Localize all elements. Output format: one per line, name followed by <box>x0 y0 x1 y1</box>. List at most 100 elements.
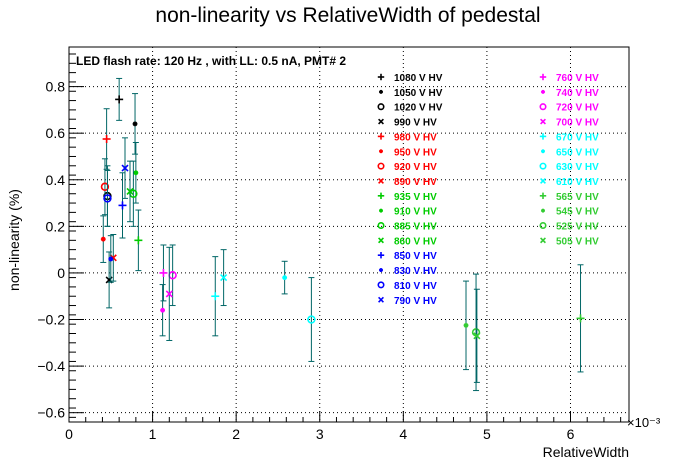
y-tick-label: 0.4 <box>46 172 66 188</box>
data-marker <box>134 236 143 245</box>
legend-label: 980 V HV <box>394 132 437 143</box>
legend-marker <box>378 118 384 125</box>
data-point <box>159 244 168 302</box>
legend-entry: 720 V HV <box>539 103 599 114</box>
legend-label: 545 V HV <box>556 207 599 218</box>
y-tick-label: −0.2 <box>37 312 65 328</box>
legend-entry: 935 V HV <box>377 192 437 203</box>
data-point <box>211 256 220 337</box>
data-point <box>118 172 127 239</box>
x-tick-label: 0 <box>65 426 73 442</box>
legend-label: 760 V HV <box>556 73 599 84</box>
data-point <box>165 246 173 341</box>
data-point <box>132 93 139 155</box>
legend-entry: 545 V HV <box>541 207 599 218</box>
legend-entry: 790 V HV <box>378 296 437 307</box>
x-tick-label: 6 <box>567 426 575 442</box>
data-marker <box>211 292 220 301</box>
data-marker <box>115 95 124 104</box>
data-point <box>307 277 316 362</box>
legend-entry: 890 V HV <box>378 177 437 188</box>
legend-label: 830 V HV <box>394 266 437 277</box>
data-points <box>100 77 585 392</box>
legend-marker <box>539 133 547 140</box>
data-marker <box>473 332 481 340</box>
legend-entry: 990 V HV <box>378 118 437 129</box>
data-marker <box>132 121 138 127</box>
legend-entry: 950 V HV <box>379 147 437 158</box>
legend-marker <box>378 237 384 244</box>
legend-marker <box>379 89 383 94</box>
x-tick-label: 2 <box>232 426 240 442</box>
x-axis-label: RelativeWidth <box>543 444 629 460</box>
legend-entry: 920 V HV <box>377 162 437 173</box>
plot-frame <box>68 46 630 423</box>
legend-entry: 1080 V HV <box>377 73 443 84</box>
legend-label: 935 V HV <box>394 192 437 203</box>
data-point <box>100 215 107 263</box>
legend-marker <box>377 252 385 259</box>
legend-label: 850 V HV <box>394 251 437 262</box>
legend: 1080 V HV 1050 V HV 1020 V HV 990 V HV 980 V… <box>377 73 599 307</box>
data-point <box>473 288 481 383</box>
legend-label: 650 V HV <box>556 147 599 158</box>
legend-label: 610 V HV <box>556 177 599 188</box>
legend-entry: 885 V HV <box>377 222 437 233</box>
legend-marker <box>539 192 547 199</box>
legend-label: 990 V HV <box>394 118 437 129</box>
legend-marker <box>541 208 545 213</box>
legend-label: 860 V HV <box>394 236 437 247</box>
data-marker <box>102 135 111 144</box>
chart-subtitle: LED flash rate: 120 Hz , with LL: 0.5 nA… <box>76 54 346 68</box>
x-tick-label: 4 <box>399 426 407 442</box>
data-point <box>121 137 129 199</box>
legend-marker <box>378 296 384 303</box>
legend-label: 920 V HV <box>394 162 437 173</box>
legend-label: 630 V HV <box>556 162 599 173</box>
data-marker <box>100 236 106 242</box>
legend-entry: 670 V HV <box>539 132 599 143</box>
data-point <box>115 77 124 121</box>
data-point <box>132 141 139 204</box>
y-axis-label: non-linearity (%) <box>6 189 22 291</box>
legend-marker <box>379 208 383 213</box>
legend-marker <box>539 162 547 170</box>
legend-entry: 850 V HV <box>377 251 437 262</box>
y-tick-label: 0.2 <box>46 218 66 234</box>
data-point <box>576 264 585 373</box>
axes: 0 1 2 3 4 5 6 −0.6 −0.4 −0.2 0 0.2 0.4 0.6 0.8 <box>37 53 622 442</box>
data-marker <box>220 274 228 282</box>
legend-marker <box>540 118 546 125</box>
y-tick-label: 0.8 <box>46 79 66 95</box>
legend-marker <box>378 177 384 184</box>
legend-label: 700 V HV <box>556 118 599 129</box>
data-point <box>126 160 134 223</box>
data-marker <box>121 164 129 172</box>
data-point <box>220 249 228 307</box>
data-marker <box>463 322 469 328</box>
legend-entry: 740 V HV <box>541 88 599 99</box>
legend-entry: 610 V HV <box>540 177 599 188</box>
legend-marker <box>540 237 546 244</box>
data-point <box>103 169 112 227</box>
y-tick-label: 0 <box>57 265 65 281</box>
legend-label: 505 V HV <box>556 236 599 247</box>
data-point <box>100 158 110 216</box>
legend-marker <box>541 89 545 94</box>
legend-entry: 1020 V HV <box>377 103 443 114</box>
legend-entry: 700 V HV <box>540 118 599 129</box>
legend-marker <box>379 268 383 272</box>
legend-entry: 1050 V HV <box>379 88 443 99</box>
legend-label: 1050 V HV <box>394 88 443 99</box>
legend-label: 910 V HV <box>394 207 437 218</box>
data-point <box>159 284 166 337</box>
data-point <box>134 209 143 272</box>
legend-entry: 980 V HV <box>377 132 437 143</box>
y-tick-label: 0.6 <box>46 125 66 141</box>
legend-entry: 810 V HV <box>377 281 437 292</box>
legend-label: 670 V HV <box>556 132 599 143</box>
legend-entry: 860 V HV <box>378 236 437 247</box>
legend-label: 885 V HV <box>394 222 437 233</box>
legend-label: 810 V HV <box>394 281 437 292</box>
x-tick-label: 1 <box>149 426 157 442</box>
